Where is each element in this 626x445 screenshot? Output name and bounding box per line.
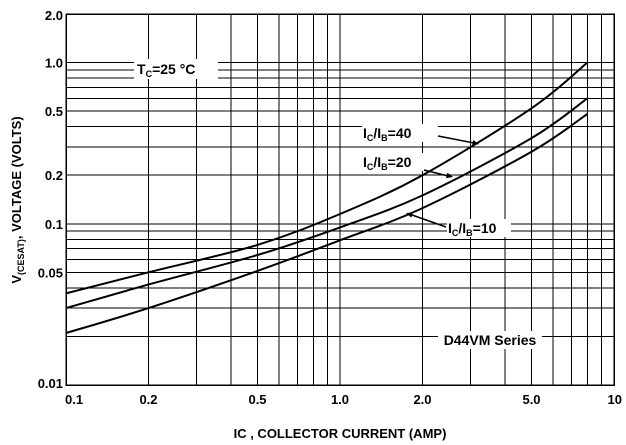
label-ic-ib-20: IC/IB=20 — [363, 154, 412, 172]
label-bg-20 — [362, 153, 424, 171]
arrow-40 — [472, 140, 479, 146]
x-tick-label: 1.0 — [331, 392, 349, 407]
y-tick-label: 0.05 — [38, 265, 63, 280]
arrow-20 — [446, 172, 453, 179]
curve-layer — [65, 61, 589, 334]
label-bg-10 — [447, 219, 511, 237]
y-tick-label: 0.5 — [45, 104, 63, 119]
curve-ic-ib-40 — [65, 61, 589, 295]
x-tick-label: 0.1 — [65, 392, 83, 407]
x-tick-label: 2.0 — [413, 392, 431, 407]
y-axis-title-sub: (CESAT) — [16, 239, 26, 275]
y-tick-label: 1.0 — [45, 56, 63, 71]
y-axis-title: V(CESAT), VOLTAGE (VOLTS) — [9, 116, 26, 283]
y-tick-label: 2.0 — [45, 8, 63, 23]
y-tick-label: 0.01 — [38, 376, 63, 391]
curve-ic-ib-10 — [65, 113, 588, 334]
label-ic-ib-10: IC/IB=10 — [448, 220, 497, 238]
x-axis-title: IC , COLLECTOR CURRENT (AMP) — [234, 426, 447, 441]
label-ic-ib-40: IC/IB=40 — [363, 125, 412, 143]
series-name-bg — [438, 331, 542, 349]
annotation-layer: IC/IB=40 IC/IB=20 IC/IB=10 TC=25 °C D44VM Se… — [134, 59, 542, 349]
y-tick-label: 0.2 — [45, 168, 63, 183]
grid-layer — [66, 14, 614, 385]
y-tick-label: 0.1 — [45, 217, 63, 232]
tick-layer: 0.1 0.2 0.5 1.0 2.0 5.0 10 0.01 0.05 0.1 0.2 0.5 1.0… — [38, 8, 622, 407]
curve-ic-ib-20 — [65, 97, 588, 310]
plot-frame — [65, 13, 615, 386]
x-tick-label: 0.2 — [139, 392, 157, 407]
leader-10 — [411, 214, 447, 228]
series-name-label: D44VM Series — [444, 332, 537, 348]
x-tick-label: 5.0 — [522, 392, 540, 407]
leader-40 — [437, 135, 475, 144]
temperature-label: TC=25 °C — [137, 61, 195, 79]
temp-label-bg — [134, 59, 218, 79]
x-tick-label: 10 — [608, 392, 622, 407]
x-tick-label: 0.5 — [248, 392, 266, 407]
y-axis-title-rest: , VOLTAGE (VOLTS) — [9, 116, 24, 239]
label-bg-40 — [362, 124, 438, 142]
arrow-10 — [406, 212, 413, 218]
leader-20 — [423, 169, 449, 177]
y-axis-title-main: V — [9, 275, 24, 284]
